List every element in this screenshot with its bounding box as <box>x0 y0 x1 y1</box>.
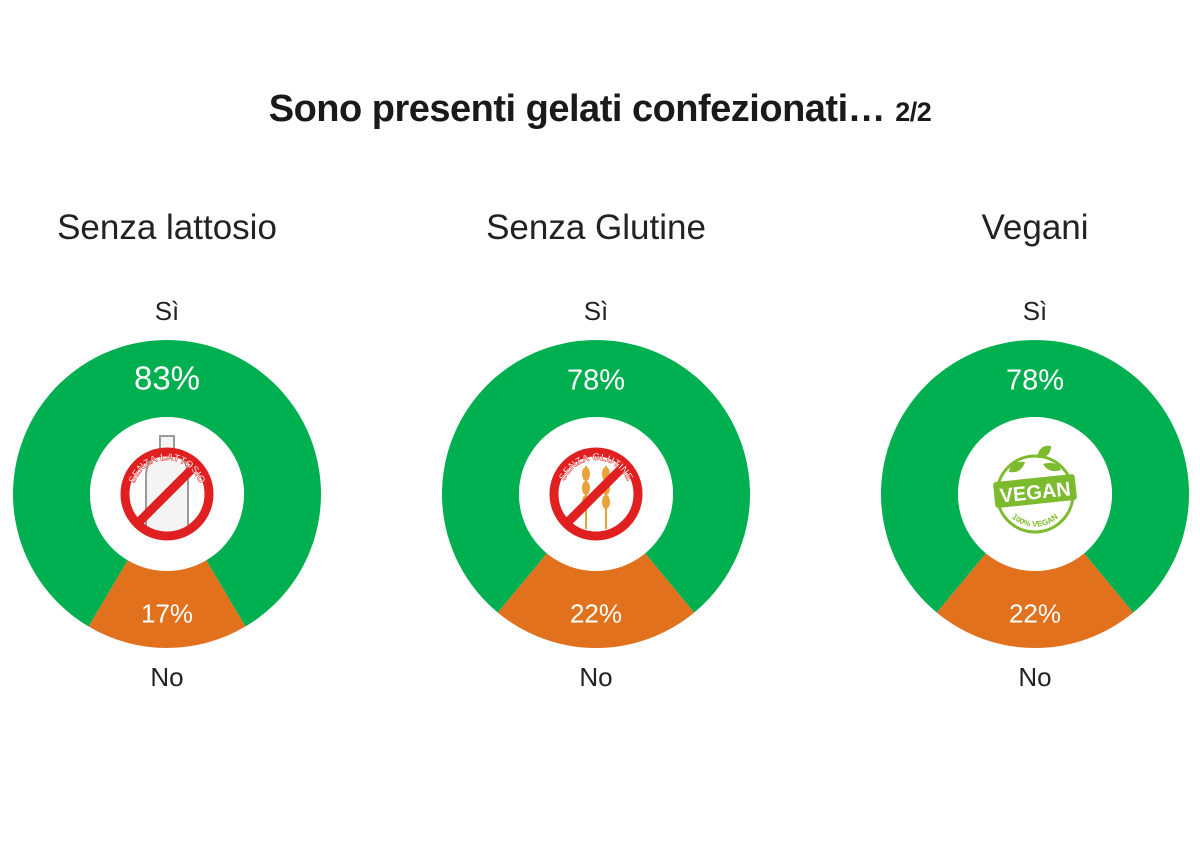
category-label-no: No <box>1018 662 1052 692</box>
category-label-yes: Sì <box>154 296 180 326</box>
value-label-yes: 78% <box>1006 365 1064 397</box>
chart-vegani: Vegani Sì No 78% 22% VEGAN 100% VEGAN <box>865 0 1200 850</box>
value-label-yes: 78% <box>567 365 625 397</box>
donut-chart: 78% 22% SENZA GLUTINE <box>442 339 750 648</box>
page-title: Sono presenti gelati confezionati… 2/2 <box>0 88 1200 131</box>
value-label-no: 17% <box>141 599 193 629</box>
category-label-no: No <box>150 662 184 692</box>
value-label-no: 22% <box>1009 599 1061 629</box>
donut-chart: 78% 22% VEGAN 100% VEGAN <box>881 339 1189 648</box>
slice-yes <box>881 339 1189 613</box>
category-label-no: No <box>579 662 613 692</box>
chart-senza-glutine: Senza Glutine Sì No 78% 22% SENZA GLUTIN… <box>426 0 766 850</box>
slice-no <box>936 553 1134 648</box>
value-label-no: 22% <box>570 599 622 629</box>
slice-yes <box>13 339 322 627</box>
chart-senza-lattosio: Senza lattosio Sì No 83% 17% SENZA LATTO… <box>0 0 337 850</box>
chart-title: Senza lattosio <box>57 208 277 247</box>
slice-yes <box>442 339 750 613</box>
value-label-yes: 83% <box>134 360 200 397</box>
title-page-indicator: 2/2 <box>895 97 932 127</box>
donut-chart: 83% 17% SENZA LATTOSIO <box>13 339 322 648</box>
title-text: Sono presenti gelati confezionati… <box>268 88 886 130</box>
chart-title: Senza Glutine <box>486 208 706 247</box>
category-label-yes: Sì <box>1022 296 1048 326</box>
slice-no <box>497 553 695 648</box>
chart-title: Vegani <box>981 208 1089 247</box>
category-label-yes: Sì <box>583 296 609 326</box>
slice-no <box>88 560 246 648</box>
